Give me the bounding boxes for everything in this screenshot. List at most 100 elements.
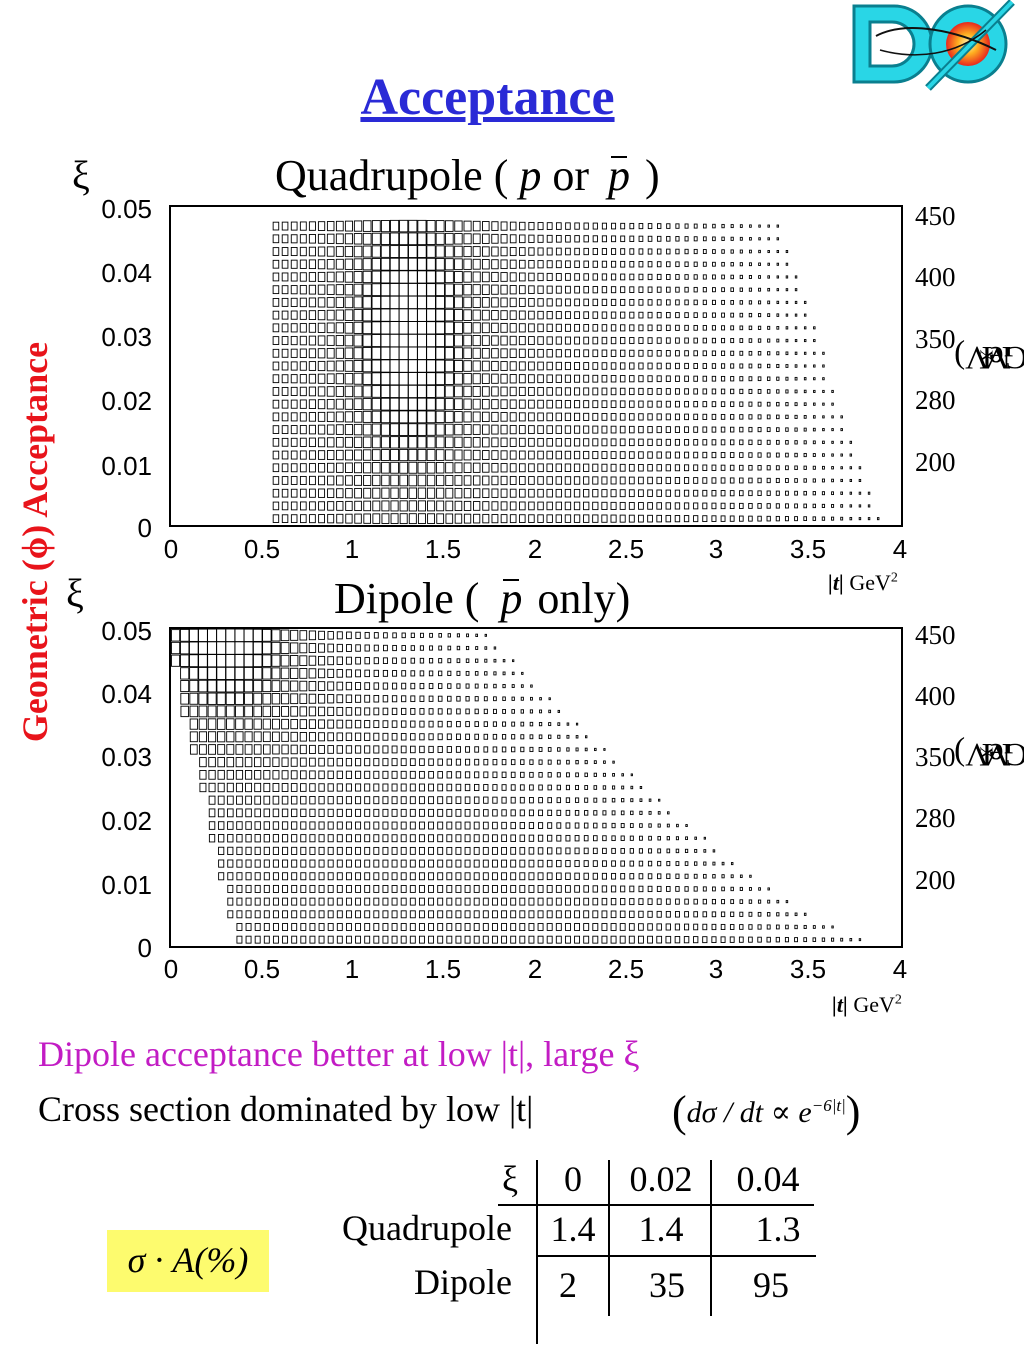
acceptance-cell — [564, 374, 571, 383]
acceptance-cell — [520, 696, 524, 701]
acceptance-cell — [428, 657, 434, 664]
acceptance-cell — [519, 872, 526, 881]
acceptance-cell — [309, 757, 316, 767]
acceptance-cell — [381, 461, 390, 474]
acceptance-cell — [362, 436, 372, 449]
acceptance-cell — [510, 872, 517, 881]
acceptance-cell — [647, 311, 653, 319]
acceptance-cell — [272, 744, 280, 755]
acceptance-cell — [428, 771, 434, 779]
acceptance-cell — [236, 834, 243, 843]
acceptance-cell — [501, 734, 507, 740]
acceptance-cell — [336, 821, 343, 830]
acceptance-cell — [299, 424, 307, 435]
acceptance-cell — [309, 501, 316, 511]
panel2-right-tick: 450 — [915, 620, 956, 650]
acceptance-cell — [675, 223, 680, 229]
acceptance-cell — [417, 448, 427, 462]
acceptance-cell — [419, 770, 425, 779]
acceptance-cell — [418, 834, 425, 843]
acceptance-cell — [362, 296, 372, 309]
acceptance-cell — [757, 490, 762, 496]
acceptance-cell — [766, 439, 771, 445]
acceptance-cell — [418, 885, 425, 893]
acceptance-cell — [353, 398, 363, 410]
acceptance-cell — [463, 449, 472, 461]
acceptance-cell — [601, 273, 608, 281]
acceptance-cell — [391, 720, 398, 728]
acceptance-cell — [739, 502, 744, 509]
table-row-label: Dipole — [414, 1262, 512, 1302]
acceptance-cell — [711, 350, 717, 357]
acceptance-cell — [336, 783, 343, 792]
acceptance-cell — [656, 248, 662, 255]
acceptance-cell — [648, 848, 653, 854]
acceptance-cell — [362, 283, 372, 296]
acceptance-cell — [455, 808, 462, 817]
acceptance-cell — [409, 758, 416, 766]
acceptance-cell — [491, 501, 499, 511]
acceptance-cell — [290, 361, 298, 371]
acceptance-cell — [372, 500, 381, 512]
acceptance-cell — [849, 516, 853, 521]
acceptance-cell — [299, 246, 307, 257]
acceptance-cell — [693, 223, 698, 229]
acceptance-cell — [408, 448, 418, 462]
acceptance-cell — [455, 796, 462, 804]
acceptance-cell — [693, 388, 699, 395]
acceptance-cell — [530, 696, 533, 701]
acceptance-cell — [491, 284, 499, 295]
acceptance-cell — [300, 514, 307, 524]
acceptance-cell — [629, 222, 635, 230]
acceptance-cell — [244, 718, 253, 730]
acceptance-cell — [767, 275, 770, 279]
acceptance-cell — [720, 464, 726, 471]
acceptance-cell — [418, 897, 425, 906]
acceptance-cell — [656, 885, 662, 892]
acceptance-cell — [390, 461, 399, 474]
acceptance-cell — [767, 262, 770, 266]
acceptance-cell — [775, 503, 780, 509]
acceptance-cell — [271, 693, 281, 705]
acceptance-cell — [493, 683, 497, 689]
acceptance-cell — [482, 846, 489, 855]
acceptance-cell — [344, 347, 354, 360]
acceptance-cell — [362, 449, 372, 461]
acceptance-cell — [628, 463, 635, 472]
acceptance-cell — [409, 808, 416, 817]
acceptance-cell — [621, 798, 625, 803]
acceptance-cell — [528, 412, 535, 422]
acceptance-cell — [638, 848, 643, 854]
acceptance-cell — [583, 910, 590, 919]
acceptance-cell — [730, 338, 735, 344]
acceptance-cell — [454, 385, 463, 398]
acceptance-cell — [775, 924, 780, 930]
acceptance-cell — [336, 462, 344, 473]
acceptance-cell — [392, 657, 397, 664]
acceptance-cell — [711, 325, 716, 331]
acceptance-cell — [253, 692, 263, 705]
acceptance-cell — [794, 503, 798, 509]
acceptance-cell — [454, 233, 463, 245]
acceptance-cell — [647, 362, 653, 370]
acceptance-cell — [392, 632, 397, 639]
acceptance-cell — [831, 925, 834, 929]
acceptance-cell — [391, 695, 398, 703]
acceptance-cell — [693, 477, 699, 484]
acceptance-cell — [272, 872, 279, 881]
acceptance-cell — [585, 735, 588, 739]
acceptance-cell — [693, 515, 699, 523]
acceptance-cell — [473, 910, 480, 919]
acceptance-cell — [474, 683, 479, 689]
acceptance-cell — [455, 910, 462, 919]
acceptance-cell — [748, 262, 752, 267]
acceptance-cell — [371, 423, 381, 436]
acceptance-cell — [491, 935, 498, 944]
acceptance-cell — [647, 514, 653, 523]
acceptance-cell — [546, 450, 553, 460]
acceptance-cell — [500, 221, 508, 231]
acceptance-cell — [511, 696, 515, 701]
acceptance-cell — [720, 401, 726, 408]
acceptance-cell — [519, 935, 526, 944]
acceptance-cell — [693, 413, 699, 421]
